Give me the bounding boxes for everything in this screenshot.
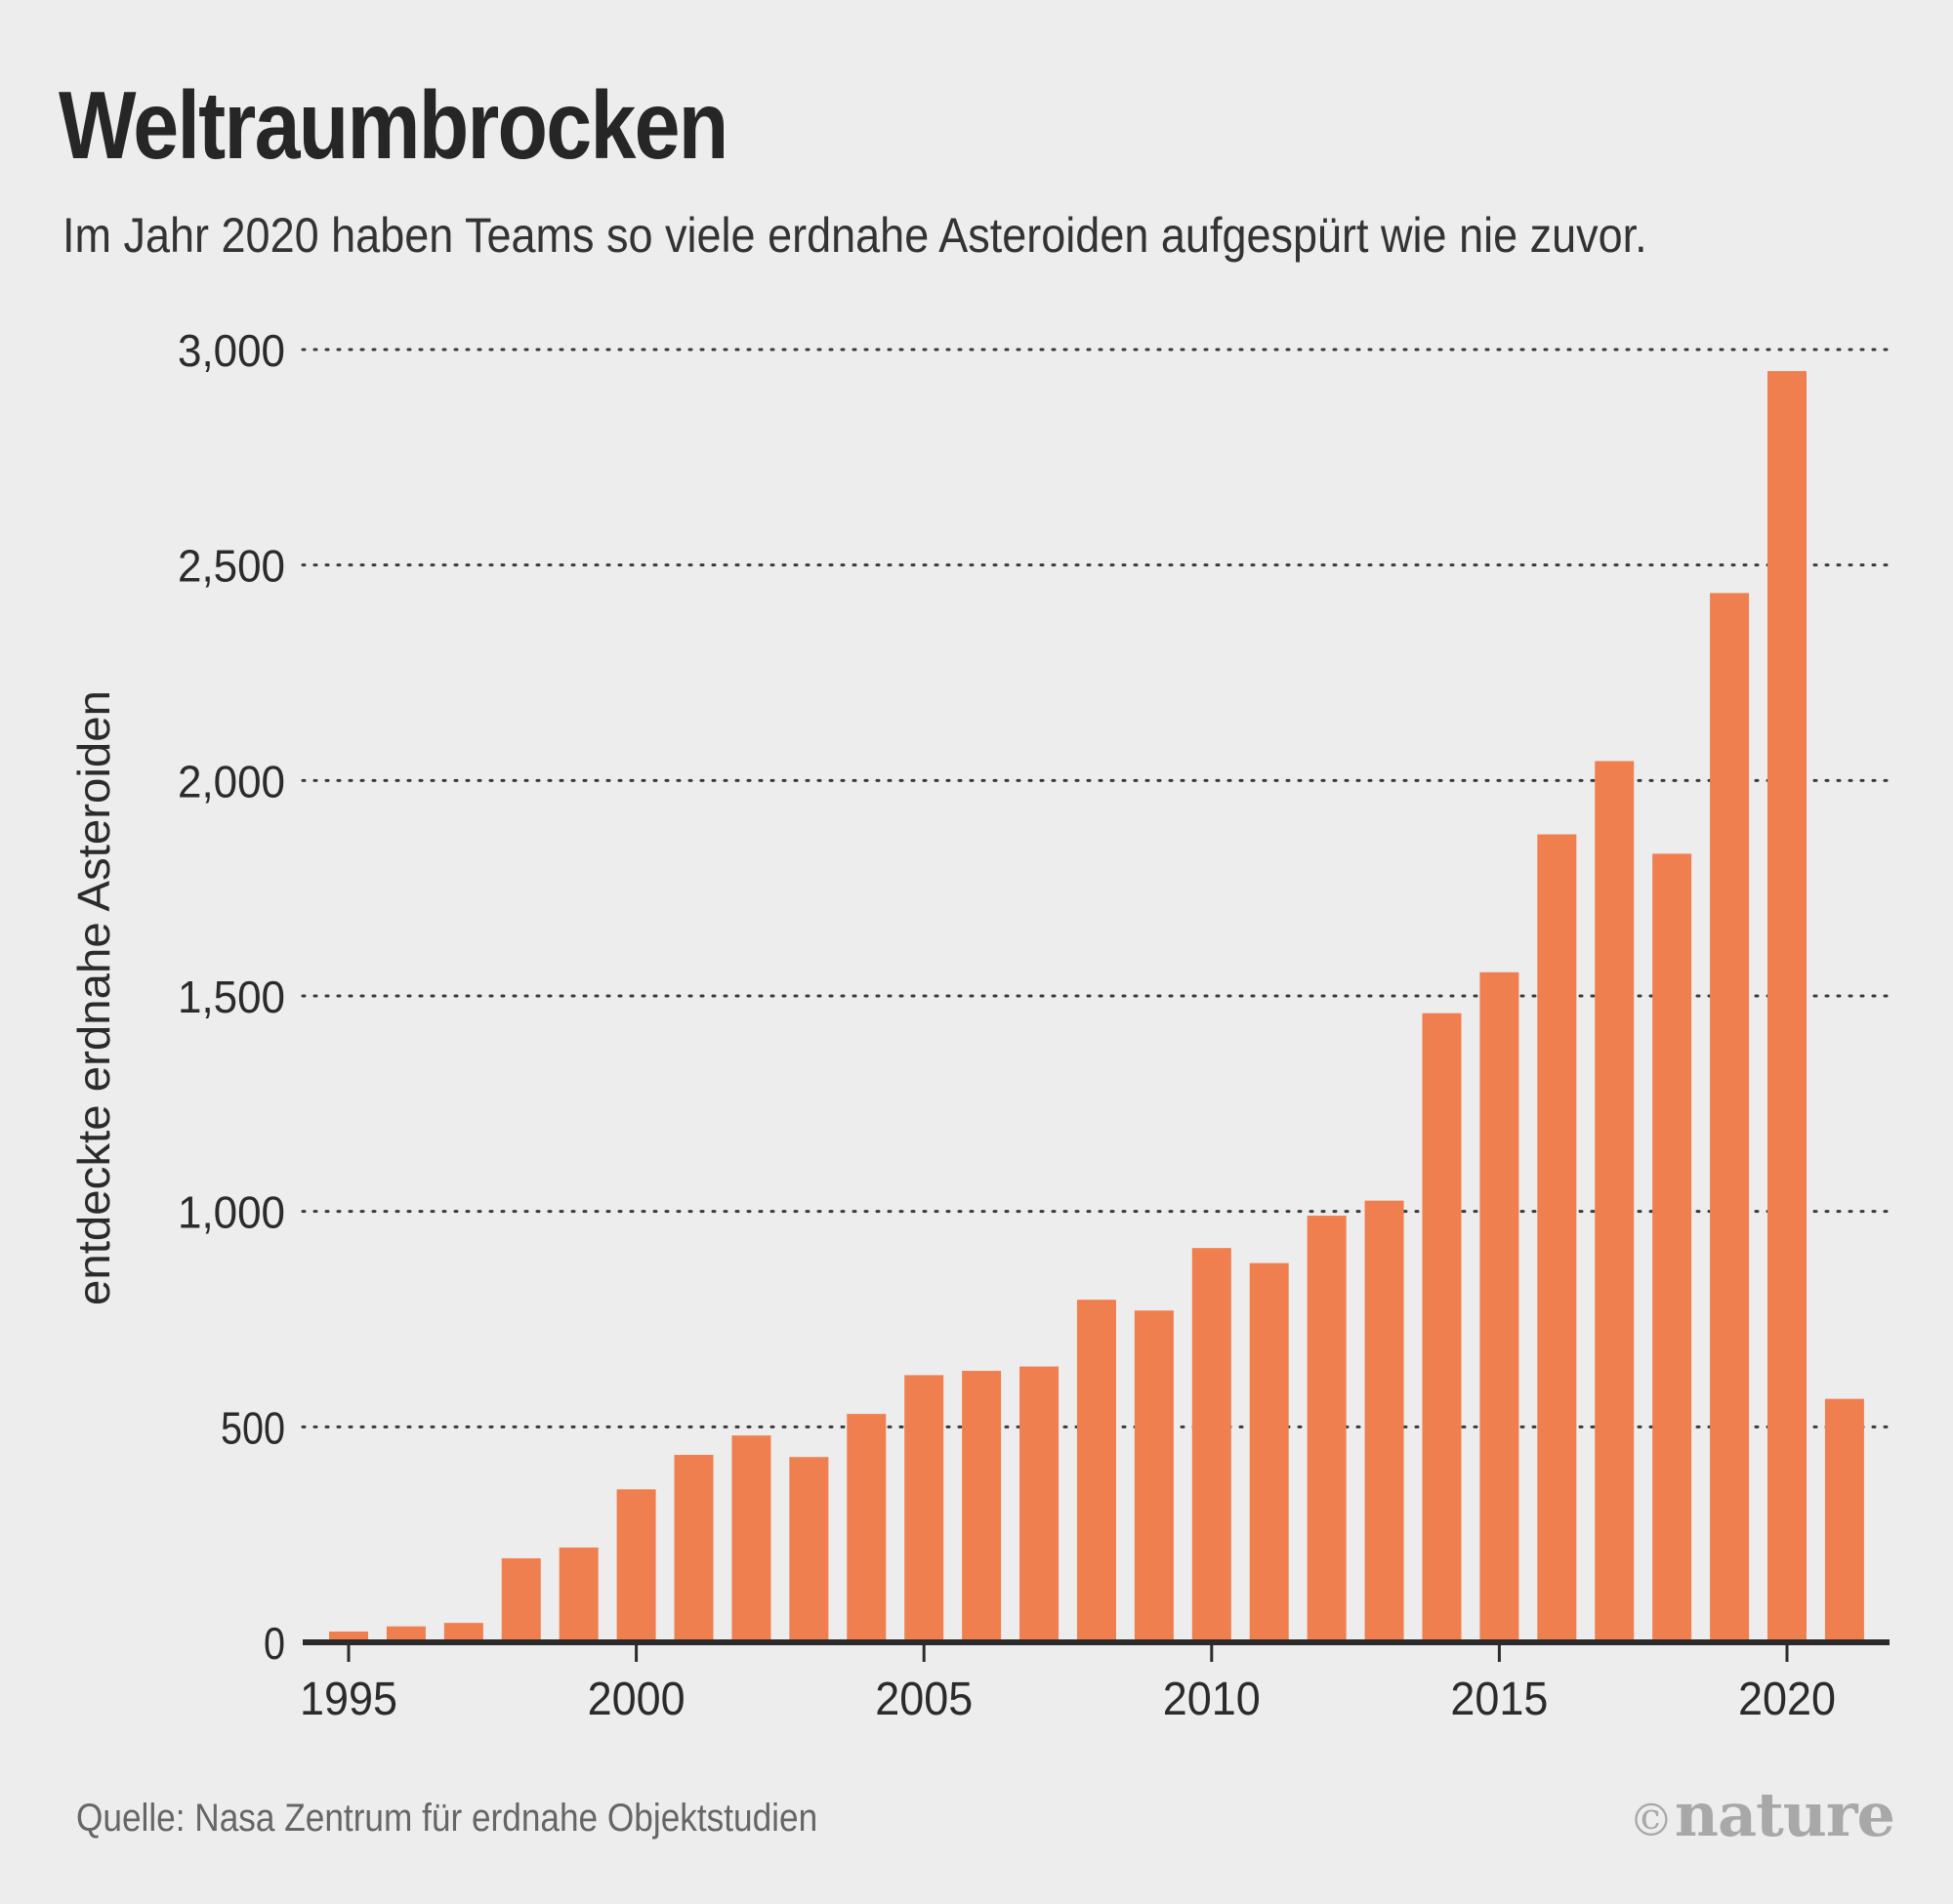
bar-2020 <box>1767 371 1807 1643</box>
bar-2014 <box>1422 1013 1462 1642</box>
nature-logo: ©nature <box>1628 1779 1895 1850</box>
bar-2007 <box>1019 1366 1060 1642</box>
y-axis-label: entdeckte erdnahe Asteroiden <box>68 690 119 1305</box>
bar-1995 <box>329 1631 368 1642</box>
bar-2004 <box>847 1414 887 1642</box>
y-tick-label: 2,000 <box>178 756 285 807</box>
bar-2011 <box>1249 1262 1289 1642</box>
x-tick-label: 2005 <box>875 1674 973 1725</box>
y-tick-label: 0 <box>264 1618 285 1669</box>
bar-2006 <box>962 1370 1002 1642</box>
bar-2012 <box>1307 1216 1347 1642</box>
bar-1996 <box>386 1626 426 1642</box>
bar-1999 <box>559 1547 599 1642</box>
bar-2003 <box>789 1457 829 1642</box>
bar-2016 <box>1537 834 1577 1642</box>
bar-chart: 0 500 1,000 1,500 2,000 2,500 3,000 1995 2000 200… <box>68 325 1891 1725</box>
bar-2002 <box>731 1435 771 1642</box>
chart-title: Weltraumbrocken <box>59 71 728 179</box>
bar-1998 <box>501 1557 541 1642</box>
bar-2017 <box>1595 761 1635 1642</box>
bar-2021 <box>1824 1398 1864 1642</box>
y-tick-label: 2,500 <box>178 541 285 592</box>
bar-2001 <box>674 1455 714 1642</box>
y-tick-label: 1,500 <box>178 972 285 1022</box>
y-tick-label: 1,000 <box>178 1187 285 1238</box>
bar-2005 <box>904 1375 944 1642</box>
bar-2013 <box>1364 1200 1404 1642</box>
x-tick-label: 1995 <box>300 1674 397 1725</box>
x-tick-label: 2015 <box>1450 1674 1548 1725</box>
bar-2008 <box>1076 1300 1116 1642</box>
bar-1997 <box>443 1623 483 1642</box>
x-tick-label: 2000 <box>588 1674 686 1725</box>
x-tick-label: 2010 <box>1163 1674 1261 1725</box>
bar-2009 <box>1134 1310 1174 1642</box>
bar-2018 <box>1652 853 1692 1642</box>
y-tick-label: 3,000 <box>178 325 285 376</box>
source-note: Quelle: Nasa Zentrum für erdnahe Objekts… <box>76 1797 818 1840</box>
y-tick-label: 500 <box>221 1402 285 1453</box>
bar-2010 <box>1191 1248 1231 1642</box>
bar-2019 <box>1710 593 1750 1643</box>
x-tick-label: 2020 <box>1738 1674 1836 1725</box>
bar-2015 <box>1479 972 1519 1642</box>
chart-subtitle: Im Jahr 2020 haben Teams so viele erdnah… <box>62 208 1647 263</box>
bar-2000 <box>616 1489 656 1642</box>
